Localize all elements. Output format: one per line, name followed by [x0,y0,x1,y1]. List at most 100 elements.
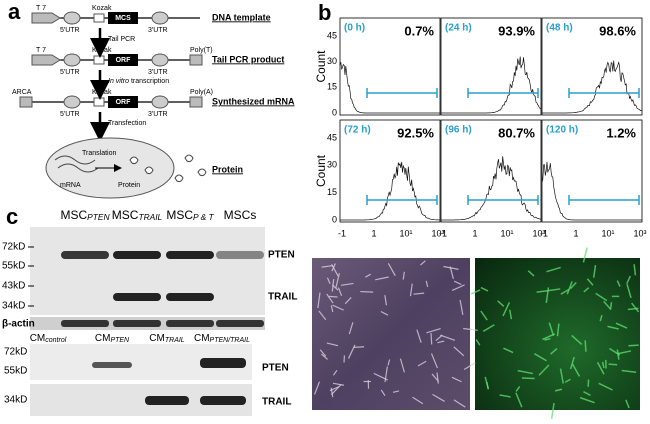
step-label-italic: In vitro [108,78,129,85]
lane-label: MSCPTEN [60,208,110,222]
utr-label: 3'UTR [148,69,168,76]
y-tick-label: 45 [327,132,337,142]
shape [190,55,202,65]
step-label: Transfection [108,120,146,127]
panel-label: a [8,0,21,24]
shape [360,292,373,293]
shape [216,251,264,259]
marker-label: 55kD [4,366,27,377]
time-label: (24 h) [445,23,472,34]
box-label: MCS [115,15,131,22]
lane-label: CMTRAIL [149,333,185,344]
step-label-rest: transcription [129,78,169,85]
shape [130,157,138,164]
shape [94,98,104,106]
stage-label: Tail PCR product [212,54,284,64]
shape [152,96,168,108]
shape [92,362,132,368]
lane-main: MSC [112,208,139,222]
marker-label: 72kD [4,347,27,358]
cap-label: ARCA [12,89,32,96]
x-tick-label: 10³ [633,228,646,238]
y-tick-label: 0 [332,107,337,117]
band-label: TRAIL [262,397,291,408]
stage-label: DNA template [212,12,271,22]
band-label: TRAIL [268,292,297,303]
shape [190,97,202,107]
time-label: (120 h) [546,125,578,136]
cell-label: Translation [82,150,116,157]
shape [609,364,618,365]
shape [152,54,168,66]
time-label: (96 h) [445,125,472,136]
lane-main: MSC [166,208,193,222]
panel-label: b [318,0,331,25]
x-tick-label: 1 [573,228,578,238]
lane-sub: PTEN/TRAIL [210,337,251,344]
tail-label: Poly(A) [190,89,213,96]
percent-label: 1.2% [606,125,636,140]
y-tick-label: 30 [327,56,337,66]
percent-label: 98.6% [599,23,636,38]
y-axis-label: Count [314,50,328,83]
x-tick-label: 10¹ [601,228,614,238]
utr-label: 3'UTR [148,111,168,118]
shape [431,333,432,344]
shape [522,378,535,379]
shape [113,320,161,327]
lane-label: MSCs [224,208,257,222]
y-tick-label: 0 [332,214,337,224]
lane-main: MSC [60,208,87,222]
shape [628,345,638,346]
time-label: (72 h) [344,125,371,136]
percent-label: 80.7% [498,125,535,140]
shape [145,396,189,405]
time-label: (0 h) [344,23,365,34]
x-tick-label: 1 [371,228,376,238]
kozak-label: Kozak [92,5,112,12]
shape [329,296,338,297]
utr-label: 3'UTR [148,27,168,34]
utr-label: 5'UTR [60,111,80,118]
lane-sub: TRAIL [138,212,162,222]
shape [175,175,183,182]
shape [216,320,264,327]
shape [64,12,80,24]
kozak-label: Kozak [92,47,112,54]
lane-label: CMPTEN [95,333,130,344]
lane-sub: control [45,337,66,344]
shape [166,251,214,259]
lane-sub: PTEN [110,337,130,344]
shape [32,55,60,65]
lane-main: CM [149,333,165,344]
step-label: Tail PCR [108,36,135,43]
shape [94,14,104,22]
utr-label: 5'UTR [60,69,80,76]
percent-label: 93.9% [498,23,535,38]
shape [312,258,470,410]
lane-label: MSCTRAIL [112,208,163,222]
box-label: ORF [116,99,132,106]
kozak-label: Kozak [92,89,112,96]
box-label: ORF [116,57,132,64]
lane-sub: PTEN [87,212,110,222]
shape [585,340,586,351]
shape [152,12,168,24]
marker-label: 34kD [2,301,25,312]
x-tick-label: 1 [472,228,477,238]
lane-main: CM [95,333,111,344]
lane-label: CMPTEN/TRAIL [194,333,250,344]
marker-label: 34kD [4,395,27,406]
shape [200,358,246,368]
shape [354,347,364,348]
stage-label: Protein [212,164,243,174]
lane-sub: P & T [193,212,215,222]
lane-label: CMcontrol [30,333,67,344]
stage-label: Synthesized mRNA [212,96,295,106]
cell-label: Protein [118,182,140,189]
shape [64,96,80,108]
step-label: In vitro transcription [108,78,169,85]
panel-label: c [6,204,18,229]
band-label: PTEN [268,250,295,261]
lane-main: CM [194,333,210,344]
